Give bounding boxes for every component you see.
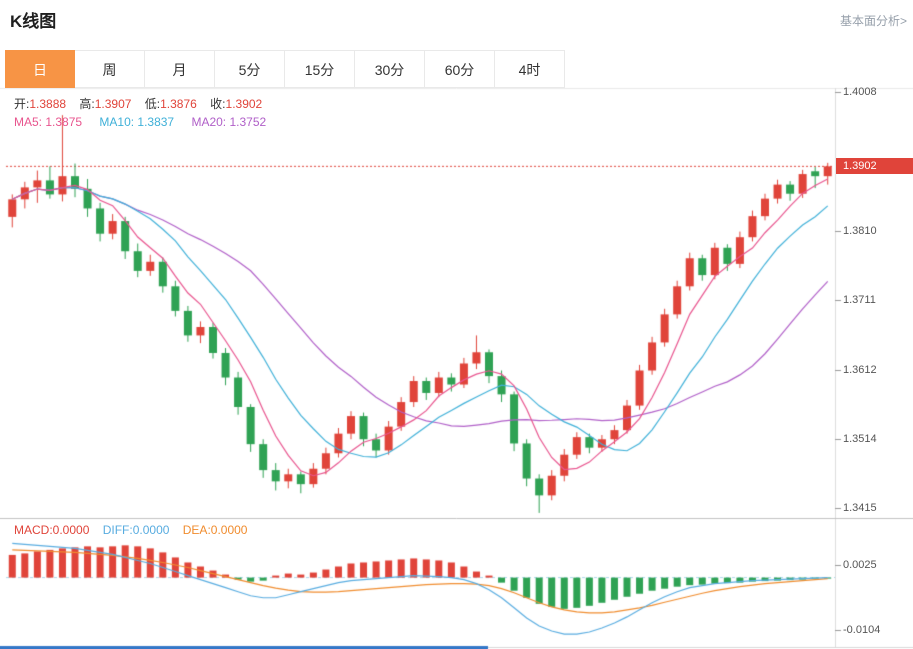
tab-5分[interactable]: 5分: [215, 50, 285, 88]
ohlc-legend: 开:1.3888 高:1.3907 低:1.3876 收:1.3902: [14, 95, 272, 112]
high-value: 1.3907: [94, 97, 132, 111]
tab-日[interactable]: 日: [5, 50, 75, 88]
price-axis-label: 1.3711: [843, 294, 876, 307]
diff-value: DIFF:0.0000: [102, 523, 170, 537]
low-value: 1.3876: [160, 97, 197, 111]
price-axis-label: 1.3810: [843, 224, 877, 237]
macd-value: MACD:0.0000: [14, 523, 90, 537]
tab-60分[interactable]: 60分: [425, 50, 495, 88]
high-label: 高:: [79, 97, 95, 111]
open-label: 开:: [14, 97, 30, 111]
low-label: 低:: [144, 97, 161, 111]
current-price-tag: 1.3902: [836, 158, 913, 175]
tab-30分[interactable]: 30分: [355, 50, 425, 88]
dea-value: DEA:0.0000: [182, 523, 248, 537]
macd-legend: MACD:0.0000 DIFF:0.0000 DEA:0.0000: [14, 523, 257, 537]
ma20-value: MA20: 1.3752: [191, 115, 267, 129]
price-axis-label: 1.3612: [843, 363, 877, 376]
tab-4时[interactable]: 4时: [495, 50, 565, 88]
macd-axis-label: 0.0025: [843, 559, 877, 571]
ma5-value: MA5: 1.3875: [14, 115, 83, 129]
open-value: 1.3888: [29, 97, 67, 111]
page-title: K线图: [10, 12, 57, 31]
tab-周[interactable]: 周: [75, 50, 145, 88]
tab-15分[interactable]: 15分: [285, 50, 355, 88]
macd-axis-label: -0.0104: [843, 624, 881, 636]
price-axis-label: 1.3514: [843, 432, 877, 445]
price-axis-label: 1.4008: [843, 86, 877, 98]
close-value: 1.3902: [225, 97, 263, 111]
ma-legend: MA5: 1.3875 MA10: 1.3837 MA20: 1.3752: [14, 115, 280, 129]
timeframe-tabbar: 日周月 5分 15分 30分 60分 4时: [5, 50, 565, 88]
tab-月[interactable]: 月: [145, 50, 215, 88]
price-axis-label: 1.3415: [843, 502, 877, 514]
ma10-value: MA10: 1.3837: [99, 115, 175, 129]
fundamental-analysis-link[interactable]: 基本面分析>: [839, 14, 907, 28]
close-label: 收:: [210, 97, 226, 111]
